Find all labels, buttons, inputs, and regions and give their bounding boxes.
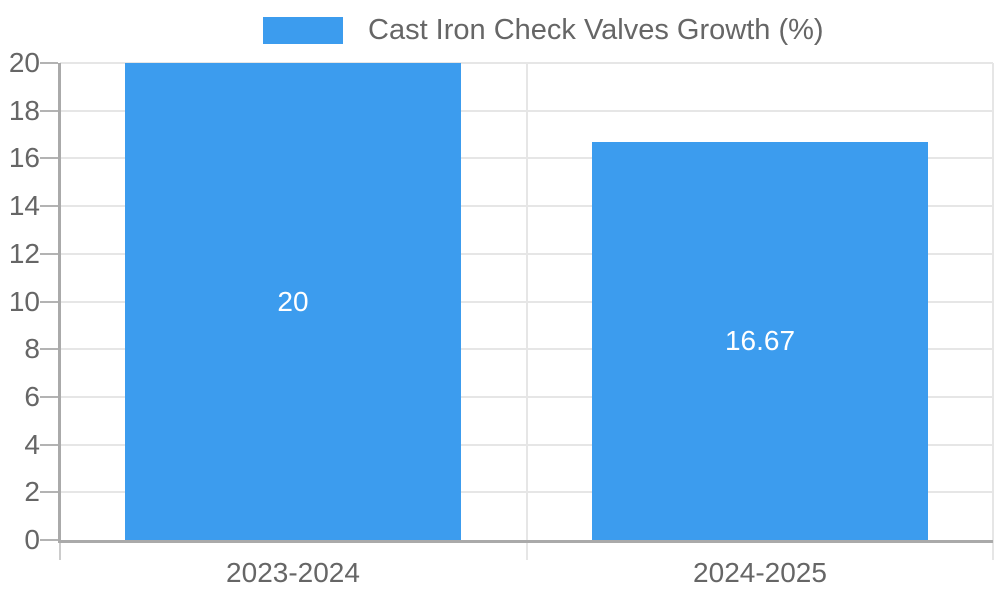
y-tick: [40, 539, 58, 541]
x-tick-label: 2024-2025: [693, 557, 827, 588]
legend-label[interactable]: Cast Iron Check Valves Growth (%): [368, 14, 824, 46]
y-tick: [40, 62, 58, 64]
y-tick: [40, 300, 58, 303]
y-tick-label: 8: [24, 333, 40, 365]
y-tick-label: 2: [24, 476, 40, 508]
y-tick-label: 18: [8, 94, 40, 126]
x-tick: [59, 543, 61, 560]
y-tick: [40, 443, 58, 446]
y-tick-label: 14: [8, 190, 40, 222]
y-tick-label: 10: [8, 285, 40, 317]
y-tick-label: 20: [8, 47, 40, 78]
x-tick-label: 2023-2024: [226, 557, 360, 588]
y-tick: [40, 109, 58, 112]
y-tick: [40, 252, 58, 255]
bar-value-label: 20: [277, 285, 309, 317]
y-tick-label: 4: [24, 428, 40, 460]
bar[interactable]: 16.67: [592, 142, 928, 540]
y-axis-line: [58, 63, 61, 543]
x-axis-line: [58, 540, 993, 543]
y-tick: [40, 491, 58, 494]
y-tick-label: 16: [8, 142, 40, 174]
legend-swatch[interactable]: [263, 16, 343, 44]
gridline-v: [525, 63, 528, 560]
y-tick: [40, 157, 58, 160]
y-tick: [40, 348, 58, 351]
y-tick-label: 6: [24, 380, 40, 412]
y-tick-label: 0: [24, 524, 40, 555]
bar-value-label: 16.67: [724, 325, 796, 356]
y-tick: [40, 395, 58, 398]
y-tick: [40, 205, 58, 208]
y-tick-label: 12: [8, 237, 40, 269]
legend[interactable]: Cast Iron Check Valves Growth (%): [263, 11, 824, 49]
gridline-v: [992, 63, 994, 560]
bar[interactable]: 20: [125, 63, 461, 540]
